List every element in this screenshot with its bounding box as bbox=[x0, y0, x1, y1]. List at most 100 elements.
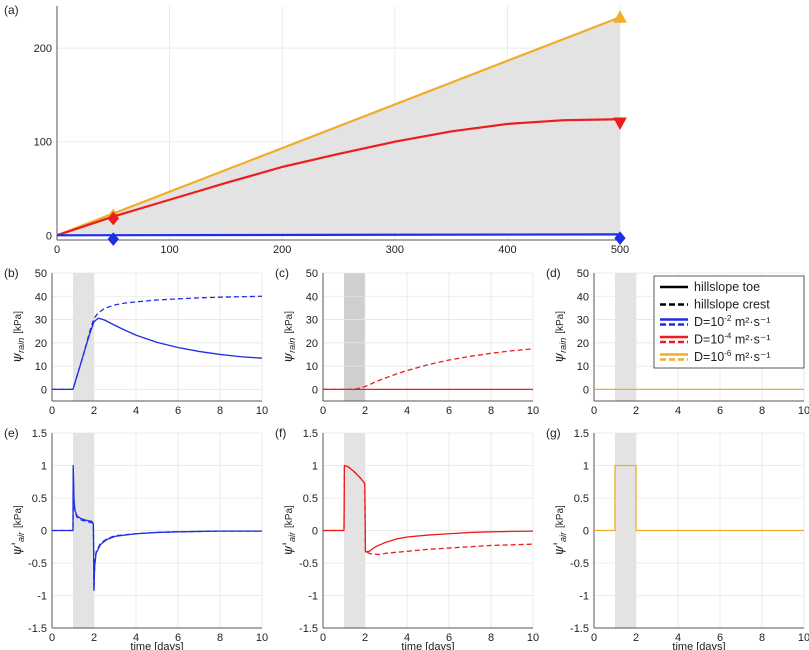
panel-label: (a) bbox=[4, 3, 19, 17]
x-tick-label: 6 bbox=[175, 632, 181, 644]
x-tick-label: 2 bbox=[91, 405, 97, 417]
legend-label: D=10-6 m²·s⁻¹ bbox=[694, 349, 771, 364]
y-tick-label: -0.5 bbox=[570, 558, 589, 570]
y-tick-label: -0.5 bbox=[28, 558, 47, 570]
y-tick-label: 1.5 bbox=[574, 428, 589, 440]
y-tick-label: 200 bbox=[34, 43, 52, 55]
panel-label: (c) bbox=[275, 266, 289, 280]
x-tick-label: 300 bbox=[386, 244, 404, 256]
x-tick-label: 4 bbox=[133, 405, 139, 417]
y-tick-label: 100 bbox=[34, 137, 52, 149]
legend-box bbox=[653, 275, 805, 369]
legend-label: hillslope crest bbox=[694, 298, 770, 312]
legend-entry-crest: hillslope crest bbox=[660, 298, 770, 312]
x-tick-label: 10 bbox=[798, 405, 809, 417]
legend-entry-d2: D=10-2 m²·s⁻¹ bbox=[660, 314, 771, 329]
legend-entry-d6: D=10-6 m²·s⁻¹ bbox=[660, 349, 771, 364]
x-tick-label: 2 bbox=[633, 405, 639, 417]
y-tick-label: 0.5 bbox=[574, 493, 589, 505]
panel-label: (g) bbox=[546, 426, 561, 440]
x-tick-label: 10 bbox=[256, 632, 268, 644]
series-line-red-dashed bbox=[323, 348, 534, 391]
y-tick-label: 1 bbox=[583, 461, 589, 473]
y-tick-label: 50 bbox=[306, 268, 318, 280]
y-axis-label: ψrain[kPa] bbox=[281, 311, 297, 363]
y-tick-label: 0 bbox=[312, 384, 318, 396]
series-line-orange-solid bbox=[594, 464, 804, 532]
x-tick-label: 0 bbox=[320, 632, 326, 644]
rain-period-shade bbox=[344, 273, 365, 401]
y-tick-label: 1.5 bbox=[32, 428, 47, 440]
y-tick-label: 40 bbox=[577, 291, 589, 303]
x-tick-label: 0 bbox=[54, 244, 60, 256]
x-tick-label: 2 bbox=[633, 632, 639, 644]
panel-label: (d) bbox=[546, 266, 561, 280]
x-tick-label: 2 bbox=[362, 632, 368, 644]
x-tick-label: 200 bbox=[273, 244, 291, 256]
y-axis-label: ψ'air[kPa] bbox=[552, 505, 568, 556]
series-line-blue-dashed bbox=[52, 468, 262, 590]
y-tick-label: 20 bbox=[577, 338, 589, 350]
y-tick-label: 0.5 bbox=[32, 493, 47, 505]
marker-red bbox=[613, 117, 627, 131]
x-tick-label: 2 bbox=[362, 405, 368, 417]
legend-entry-toe: hillslope toe bbox=[660, 280, 760, 294]
panel-e: 0 2 4 6 8 10 -1.5 -1 -0.5 0 0.5 1 1.5 (e) ψ'air[kPa] ti… bbox=[4, 426, 268, 650]
x-axis-label: time [days] bbox=[672, 641, 725, 650]
y-tick-label: -0.5 bbox=[299, 558, 318, 570]
y-tick-label: 30 bbox=[306, 315, 318, 327]
x-tick-label: 4 bbox=[675, 632, 681, 644]
x-tick-label: 4 bbox=[133, 632, 139, 644]
y-tick-label: 50 bbox=[35, 268, 47, 280]
y-tick-label: 0 bbox=[312, 526, 318, 538]
panel-g: 0 2 4 6 8 10 -1.5 -1 -0.5 0 0.5 1 1.5 (g) ψ'air[kPa] ti… bbox=[546, 426, 809, 650]
y-tick-label: 0 bbox=[41, 384, 47, 396]
x-tick-label: 8 bbox=[759, 632, 765, 644]
y-tick-label: 0 bbox=[46, 230, 52, 242]
y-tick-label: 10 bbox=[577, 361, 589, 373]
x-axis-label: time [days] bbox=[130, 641, 183, 650]
x-tick-label: 4 bbox=[404, 632, 410, 644]
panel-label: (e) bbox=[4, 426, 19, 440]
y-tick-label: 30 bbox=[35, 315, 47, 327]
x-tick-label: 0 bbox=[320, 405, 326, 417]
panel-c: 0 2 4 6 8 10 0 10 20 30 40 50 (c) ψrain[kPa] bbox=[275, 266, 539, 417]
y-axis-label: ψ'air[kPa] bbox=[281, 505, 297, 556]
series-line-blue-dashed bbox=[52, 295, 263, 391]
marker-red bbox=[107, 211, 119, 226]
y-axis-label: ψrain[kPa] bbox=[552, 311, 568, 363]
x-tick-label: 0 bbox=[591, 632, 597, 644]
x-tick-label: 10 bbox=[256, 405, 268, 417]
legend-label: D=10-4 m²·s⁻¹ bbox=[694, 332, 771, 347]
x-tick-label: 6 bbox=[175, 405, 181, 417]
x-tick-label: 8 bbox=[759, 405, 765, 417]
x-tick-label: 100 bbox=[160, 244, 178, 256]
y-tick-label: 1 bbox=[41, 461, 47, 473]
y-tick-label: 0 bbox=[583, 384, 589, 396]
x-tick-label: 0 bbox=[49, 405, 55, 417]
panel-label: (f) bbox=[275, 426, 286, 440]
marker-blue bbox=[614, 231, 626, 245]
y-tick-label: 0.5 bbox=[303, 493, 318, 505]
rain-period-shade bbox=[73, 273, 94, 401]
legend-label: hillslope toe bbox=[694, 280, 760, 294]
x-tick-label: 0 bbox=[591, 405, 597, 417]
series-line-red-dashed bbox=[323, 464, 534, 556]
x-axis-label: time [days] bbox=[401, 641, 454, 650]
x-tick-label: 8 bbox=[217, 405, 223, 417]
x-tick-label: 4 bbox=[404, 405, 410, 417]
y-tick-label: 30 bbox=[577, 315, 589, 327]
panel-b: 0 2 4 6 8 10 0 10 20 30 40 50 (b) ψrain[kPa] bbox=[4, 266, 268, 417]
x-tick-label: 0 bbox=[49, 632, 55, 644]
legend-label: D=10-2 m²·s⁻¹ bbox=[694, 314, 771, 329]
x-tick-label: 6 bbox=[717, 632, 723, 644]
y-axis-label: ψ'air[kPa] bbox=[10, 505, 26, 556]
marker-blue bbox=[107, 232, 119, 246]
marker-orange bbox=[613, 10, 627, 23]
y-tick-label: 40 bbox=[306, 291, 318, 303]
y-tick-label: 50 bbox=[577, 268, 589, 280]
x-tick-label: 6 bbox=[717, 405, 723, 417]
panel-label: (b) bbox=[4, 266, 19, 280]
x-tick-label: 6 bbox=[446, 632, 452, 644]
